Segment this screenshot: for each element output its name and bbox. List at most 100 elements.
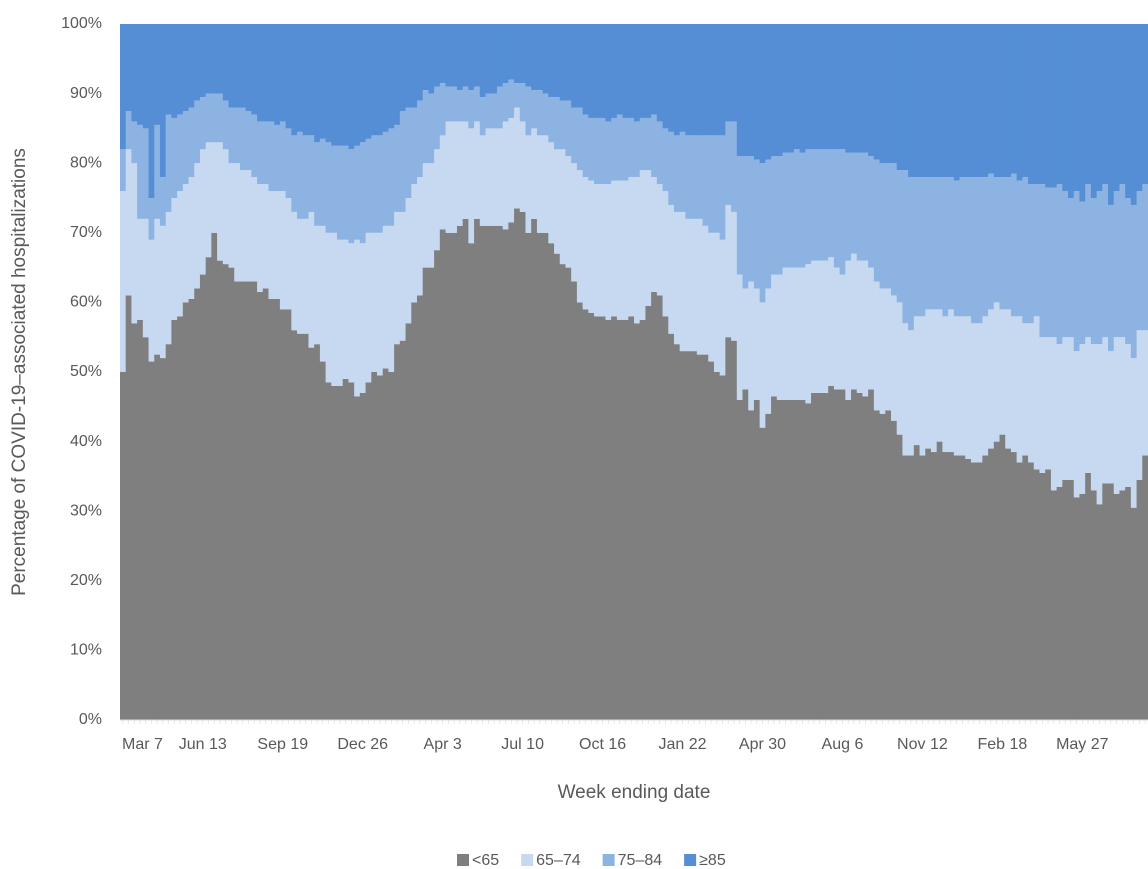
bar-segment — [359, 24, 367, 143]
bar-segment — [434, 24, 441, 87]
bar-segment — [445, 121, 452, 233]
bar-segment — [1113, 191, 1121, 338]
bar-segment — [474, 121, 481, 219]
bar-segment — [297, 333, 304, 720]
bar-segment — [816, 260, 824, 393]
bar-segment — [748, 24, 755, 157]
bar-segment — [793, 149, 801, 268]
bar-segment — [799, 152, 806, 268]
bar-segment — [559, 100, 567, 150]
bar-segment — [1010, 316, 1018, 453]
y-tick-label: 20% — [70, 572, 102, 589]
bar-segment — [462, 121, 469, 219]
y-tick-label: 90% — [70, 85, 102, 102]
bar-segment — [765, 413, 772, 720]
bar-segment — [1142, 330, 1148, 456]
bar-segment — [188, 24, 195, 108]
bar-segment — [662, 316, 669, 720]
bar-segment — [148, 361, 155, 720]
bar-segment — [348, 382, 355, 720]
bar-segment — [234, 163, 241, 282]
bar-segment — [1119, 184, 1126, 338]
bar-segment — [753, 399, 761, 720]
bar-segment — [679, 24, 686, 132]
bar-segment — [565, 100, 572, 157]
bar-segment — [691, 218, 698, 352]
bar-segment — [211, 232, 218, 721]
bar-segment — [268, 298, 275, 720]
bar-segment — [708, 24, 715, 136]
bar-segment — [616, 319, 624, 720]
bar-segment — [1068, 24, 1075, 198]
y-tick-label: 0% — [79, 711, 102, 728]
bar-segment — [422, 90, 429, 164]
bar-segment — [925, 309, 932, 449]
bar-segment — [371, 232, 378, 372]
bar-segment — [508, 24, 515, 80]
bar-segment — [576, 107, 584, 171]
bar-segment — [302, 218, 310, 334]
bar-segment — [1108, 24, 1115, 205]
bar-segment — [251, 24, 258, 115]
bar-segment — [896, 170, 904, 303]
bar-segment — [239, 170, 247, 282]
y-tick-label: 80% — [70, 154, 102, 171]
bar-segment — [930, 452, 938, 720]
bar-segment — [599, 24, 607, 118]
bar-segment — [120, 149, 127, 192]
bar-segment — [1039, 24, 1046, 185]
bar-segment — [468, 128, 475, 244]
bar-segment — [1005, 24, 1012, 178]
bar-segment — [399, 211, 407, 341]
bar-segment — [531, 218, 538, 720]
bar-segment — [696, 218, 704, 355]
bar-segment — [245, 24, 252, 111]
bar-segment — [331, 24, 338, 146]
bar-segment — [485, 128, 492, 226]
bar-segment — [474, 218, 481, 720]
bar-segment — [822, 149, 829, 261]
bar-segment — [1033, 316, 1041, 470]
bar-segment — [628, 316, 635, 720]
bar-segment — [439, 135, 447, 230]
bar-segment — [377, 232, 384, 376]
bar-segment — [1028, 462, 1035, 720]
bar-segment — [651, 291, 658, 720]
bar-segment — [936, 309, 943, 442]
bar-segment — [908, 24, 915, 178]
bar-segment — [1102, 24, 1109, 185]
bar-segment — [988, 448, 995, 720]
bar-segment — [656, 121, 664, 185]
bar-segment — [565, 267, 572, 720]
bar-segment — [1062, 337, 1069, 480]
bar-segment — [839, 274, 846, 390]
bar-segment — [696, 135, 704, 219]
legend-label: ≥85 — [699, 852, 726, 869]
bar-segment — [862, 152, 869, 261]
bar-segment — [165, 114, 172, 212]
bar-segment — [496, 128, 504, 226]
bar-segment — [137, 124, 144, 219]
bar-segment — [142, 337, 150, 720]
bar-segment — [599, 316, 607, 720]
bar-segment — [337, 385, 344, 720]
bar-segment — [228, 107, 235, 164]
bar-segment — [856, 24, 864, 153]
bar-segment — [816, 392, 824, 720]
bar-segment — [319, 225, 327, 362]
bar-segment — [342, 378, 350, 720]
bar-segment — [811, 149, 818, 261]
bar-segment — [782, 152, 789, 268]
bar-segment — [822, 392, 829, 720]
bar-segment — [554, 149, 561, 254]
x-tick-label: May 27 — [1056, 736, 1109, 753]
bar-segment — [274, 191, 281, 299]
bar-segment — [491, 24, 498, 94]
bar-segment — [325, 232, 332, 383]
y-tick-label: 10% — [70, 642, 102, 659]
bar-segment — [199, 149, 207, 275]
bar-segment — [873, 281, 881, 411]
bar-segment — [1033, 184, 1041, 317]
y-tick-label: 40% — [70, 433, 102, 450]
bar-segment — [291, 330, 298, 720]
